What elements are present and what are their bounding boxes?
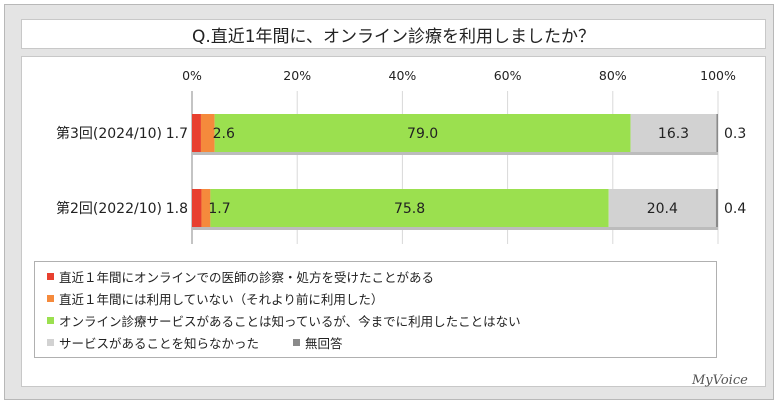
value-label-0-3: 16.3 bbox=[658, 126, 689, 142]
bar-segment-0-1 bbox=[200, 114, 215, 152]
legend-row-2: 直近１年間には利用していない（それより前に利用した） bbox=[47, 290, 417, 307]
value-label-0-1: 2.6 bbox=[213, 126, 235, 142]
category-label-0: 第3回(2024/10) bbox=[56, 125, 162, 142]
legend-item-2: 直近１年間には利用していない（それより前に利用した） bbox=[47, 289, 383, 308]
bar-segment-1-2 bbox=[210, 189, 609, 227]
value-label-1-3: 20.4 bbox=[647, 201, 678, 217]
x-tick-label-0: 0% bbox=[182, 68, 202, 83]
legend-swatch-3 bbox=[47, 317, 54, 324]
legend-item-3: オンライン診療サービスがあることは知っているが、今までに利用したことはない bbox=[47, 311, 521, 330]
legend-item-5: 無回答 bbox=[293, 333, 343, 352]
x-tick-label-3: 60% bbox=[494, 68, 522, 83]
legend-swatch-1 bbox=[47, 273, 54, 280]
legend-row-1: 直近１年間にオンラインでの医師の診察・処方を受けたことがある bbox=[47, 268, 468, 285]
x-tick-label-4: 80% bbox=[599, 68, 627, 83]
legend-swatch-4 bbox=[47, 339, 54, 346]
brand-logo: MyVoice bbox=[692, 373, 748, 388]
bar-segment-0-4 bbox=[716, 114, 718, 152]
x-tick-label-1: 20% bbox=[283, 68, 311, 83]
value-label-1-0: 1.8 bbox=[166, 201, 188, 217]
x-tick-label-5: 100% bbox=[700, 68, 736, 83]
legend-swatch-2 bbox=[47, 295, 54, 302]
bar-segment-0-2 bbox=[214, 114, 631, 152]
bar-shadow-0 bbox=[192, 152, 718, 155]
legend-swatch-5 bbox=[293, 339, 301, 346]
value-label-1-4: 0.4 bbox=[724, 201, 746, 217]
legend-row-3: オンライン診療サービスがあることは知っているが、今までに利用したことはない bbox=[47, 312, 555, 329]
value-label-1-1: 1.7 bbox=[208, 201, 230, 217]
chart-title: Q.直近1年間に、オンライン診療を利用しましたか？ bbox=[21, 19, 766, 49]
bar-shadow-1 bbox=[192, 227, 718, 230]
legend-label-2: 直近１年間には利用していない（それより前に利用した） bbox=[59, 292, 384, 307]
bar-segment-1-3 bbox=[608, 189, 716, 227]
legend: 直近１年間にオンラインでの医師の診察・処方を受けたことがある 直近１年間には利用… bbox=[34, 261, 717, 358]
legend-row-4: サービスがあることを知らなかった 無回答 bbox=[47, 334, 377, 351]
value-label-1-2: 75.8 bbox=[394, 201, 425, 217]
value-label-0-2: 79.0 bbox=[407, 126, 438, 142]
legend-label-1: 直近１年間にオンラインでの医師の診察・処方を受けたことがある bbox=[59, 270, 435, 285]
bar-segment-1-0 bbox=[192, 189, 202, 227]
x-tick-label-2: 40% bbox=[389, 68, 417, 83]
legend-label-5: 無回答 bbox=[305, 336, 343, 351]
bar-segment-0-3 bbox=[630, 114, 717, 152]
legend-label-4: サービスがあることを知らなかった bbox=[59, 336, 260, 351]
bar-segment-0-0 bbox=[192, 114, 201, 152]
value-label-0-0: 1.7 bbox=[166, 126, 188, 142]
legend-item-1: 直近１年間にオンラインでの医師の診察・処方を受けたことがある bbox=[47, 267, 434, 286]
bar-segment-1-4 bbox=[715, 189, 718, 227]
legend-label-3: オンライン診療サービスがあることは知っているが、今までに利用したことはない bbox=[59, 314, 521, 329]
value-label-0-4: 0.3 bbox=[724, 126, 746, 142]
bar-segment-1-1 bbox=[201, 189, 211, 227]
legend-item-4: サービスがあることを知らなかった bbox=[47, 333, 259, 352]
category-label-1: 第2回(2022/10) bbox=[56, 200, 162, 217]
